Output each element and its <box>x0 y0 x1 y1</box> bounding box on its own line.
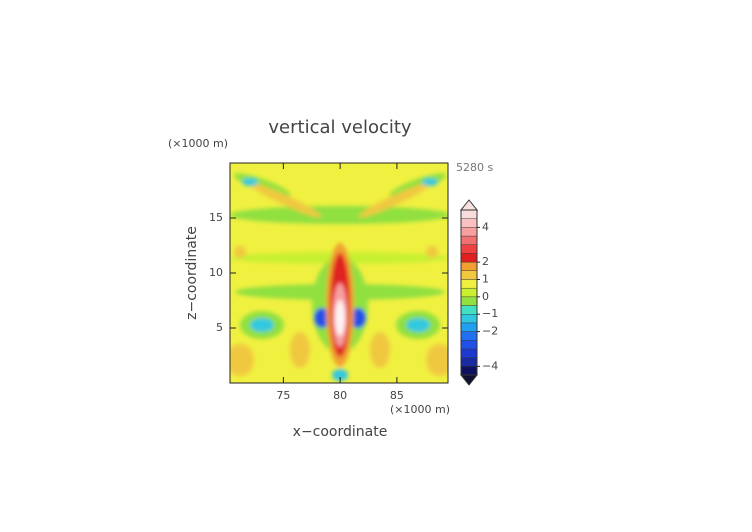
field-plume <box>335 300 345 336</box>
colorbar-segment <box>460 296 478 306</box>
colorbar-tick-label: −2 <box>482 325 498 338</box>
field-band <box>230 206 448 224</box>
colorbar-tick-label: −4 <box>482 359 498 372</box>
field-spot <box>332 369 348 381</box>
field-spot <box>350 308 366 328</box>
field-band <box>358 182 432 218</box>
colorbar-segment <box>460 331 478 341</box>
colorbar-frame <box>460 209 478 376</box>
x-tick-label: 85 <box>390 389 404 402</box>
colorbar-extend <box>459 199 479 211</box>
field-spot <box>242 178 258 186</box>
y-tick-label: 10 <box>209 266 223 279</box>
colorbar-segment <box>460 261 478 271</box>
colorbar-segment <box>460 322 478 332</box>
colorbar-tick-label: 0 <box>482 290 489 303</box>
field-spot <box>406 318 430 332</box>
y-tick-label: 15 <box>209 211 223 224</box>
colorbar-segment <box>460 305 478 315</box>
colorbar-segment <box>460 348 478 358</box>
y-axis-label: z−coordinate <box>184 226 200 320</box>
field-spot <box>290 332 310 368</box>
colorbar-segment <box>460 218 478 228</box>
colorbar-segment <box>460 270 478 280</box>
colorbar-segment <box>460 357 478 367</box>
field-spot <box>234 246 246 258</box>
contour-field <box>230 163 448 383</box>
field-spot <box>370 332 390 368</box>
colorbar-segment <box>460 287 478 298</box>
x-tick-label: 80 <box>333 389 347 402</box>
colorbar-segment <box>460 227 478 237</box>
field-spot <box>422 178 438 186</box>
field-spot <box>250 318 274 332</box>
colorbar-tick-label: 4 <box>482 220 489 233</box>
colorbar-segment <box>460 235 478 245</box>
colorbar-segment <box>460 366 478 376</box>
colorbar-segment <box>460 244 478 254</box>
field-spot <box>230 344 254 376</box>
colorbar-segment <box>460 253 478 263</box>
colorbar-tick-label: −1 <box>482 307 498 320</box>
colorbar-segment <box>460 279 478 289</box>
field-band <box>248 182 322 218</box>
field-spot <box>314 308 330 328</box>
colorbar-segment <box>460 314 478 324</box>
x-tick-label: 75 <box>276 389 290 402</box>
colorbar-tick-label: 2 <box>482 255 489 268</box>
field-spot <box>426 246 438 258</box>
colorbar-tick-label: 1 <box>482 272 489 285</box>
time-label: 5280 s <box>456 161 493 174</box>
colorbar-extend <box>459 374 479 386</box>
y-tick-label: 5 <box>216 321 223 334</box>
field-shapes <box>230 173 448 381</box>
chart-title: vertical velocity <box>268 117 412 138</box>
colorbar-segment <box>460 209 478 219</box>
y-unit: (×1000 m) <box>168 137 228 150</box>
x-axis-label: x−coordinate <box>293 424 388 440</box>
field-spot <box>426 344 448 376</box>
colorbar-segment <box>460 340 478 350</box>
x-unit: (×1000 m) <box>390 403 450 416</box>
